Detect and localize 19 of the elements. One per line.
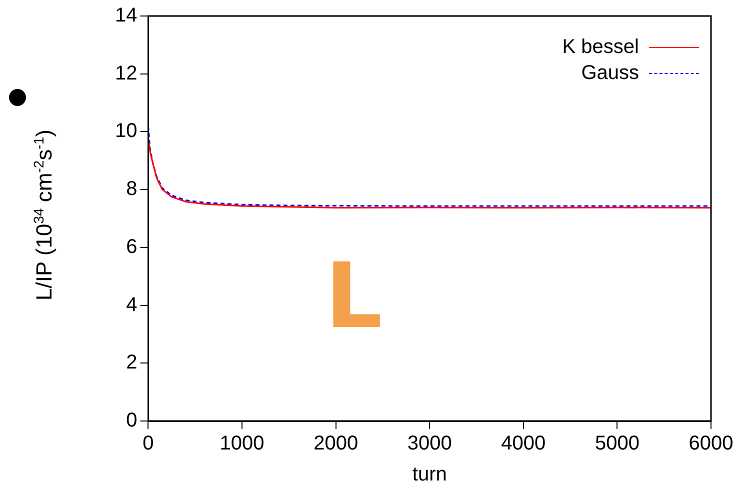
x-tick-label: 5000 [594, 432, 640, 455]
x-tick-label: 2000 [314, 432, 358, 455]
legend-label: Gauss [581, 62, 639, 84]
y-tick-label: 8 [126, 178, 138, 200]
y-tick-label: 10 [114, 120, 138, 142]
x-tick-label: 4000 [501, 432, 546, 455]
y-tick-label: 2 [126, 352, 138, 374]
x-tick-label: 3000 [407, 432, 452, 455]
y-tick-label: 4 [126, 294, 138, 316]
annotation: L [324, 244, 382, 349]
x-tick-label: 0 [142, 432, 154, 455]
x-axis-title: turn [412, 464, 447, 486]
y-tick-label: 0 [126, 410, 138, 432]
x-tick-label: 6000 [688, 432, 734, 455]
y-tick-label: 14 [114, 4, 138, 27]
legend-label: K bessel [562, 36, 639, 58]
x-tick-label: 1000 [220, 432, 264, 455]
y-tick-label: 6 [126, 236, 138, 258]
y-tick-label: 12 [114, 62, 138, 84]
